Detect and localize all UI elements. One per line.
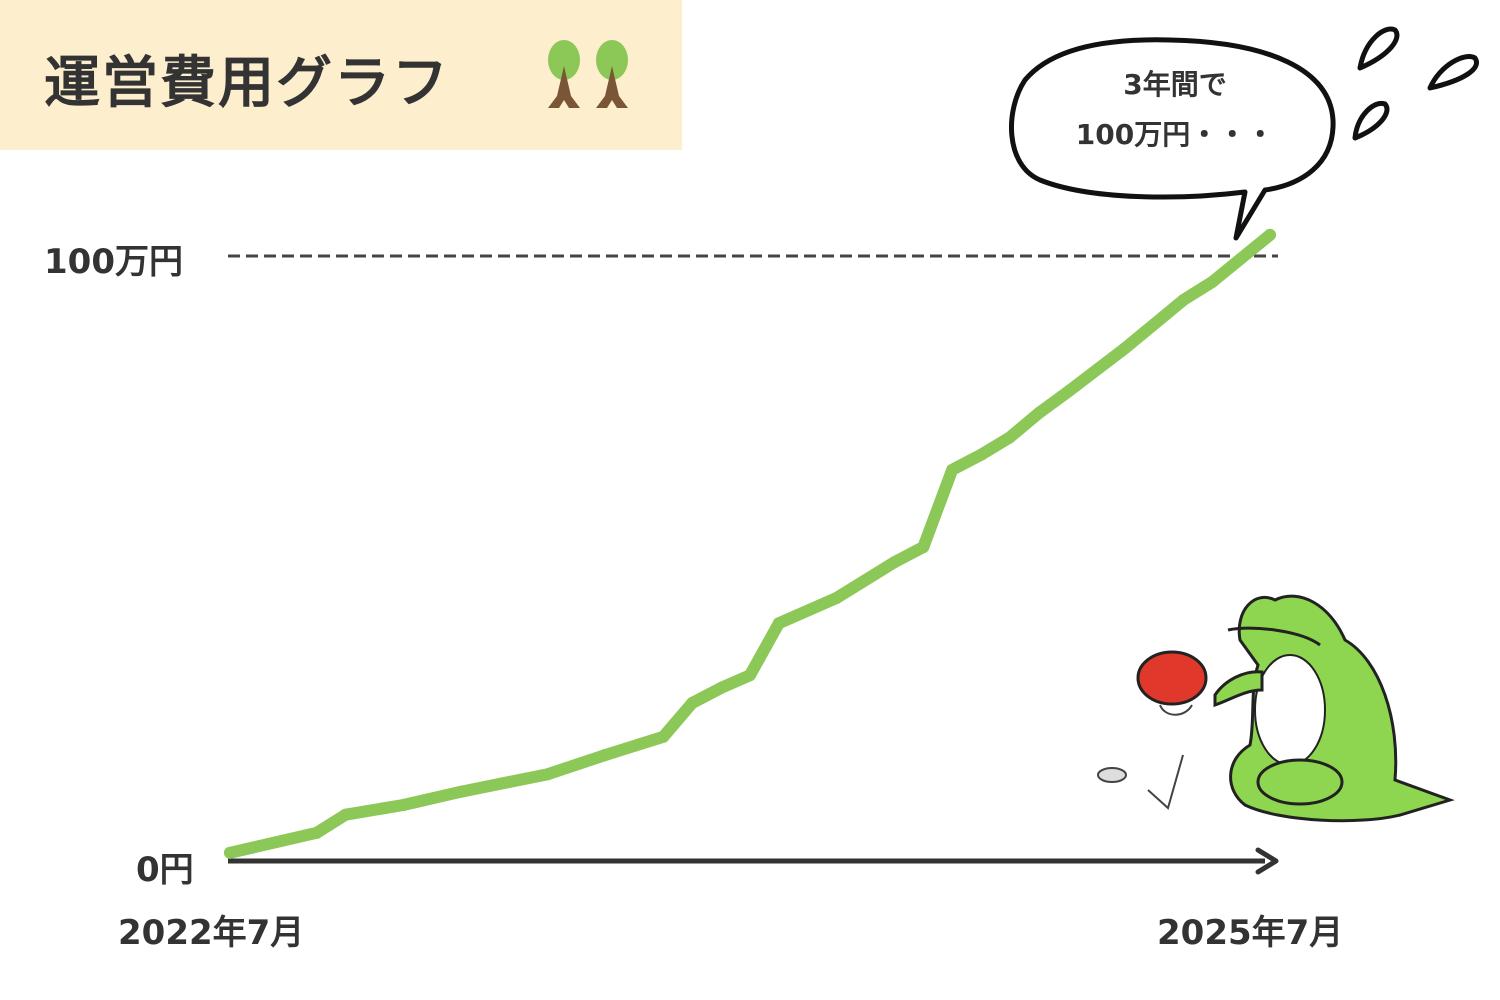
cost-series-line xyxy=(224,228,1276,859)
data-point-2024-02 xyxy=(772,617,785,630)
data-point-2024-09 xyxy=(975,448,988,461)
data-point-2023-03 xyxy=(455,785,468,798)
x-tick-label-end: 2025年7月 xyxy=(1157,913,1344,953)
data-point-2024-06 xyxy=(888,556,901,569)
data-point-2023-01 xyxy=(397,799,410,812)
data-point-2025-07 xyxy=(1264,228,1276,241)
x-tick-label-start: 2022年7月 xyxy=(118,913,305,953)
chart-title: 運営費用グラフ xyxy=(44,51,450,116)
data-point-2024-12 xyxy=(1061,385,1074,398)
data-point-2025-05 xyxy=(1206,275,1219,288)
sweat-drops-icon xyxy=(1352,26,1479,141)
data-point-2023-10 xyxy=(657,730,670,743)
bubble-line-1: 3年間で xyxy=(1123,68,1227,101)
data-point-2024-11 xyxy=(1032,407,1045,420)
data-point-2022-10 xyxy=(310,826,323,839)
data-point-2024-07 xyxy=(917,541,930,554)
speech-bubble-text: 3年間で 100万円・・・ xyxy=(1030,60,1320,160)
title-banner: 運営費用グラフ xyxy=(0,0,682,150)
data-point-2023-11 xyxy=(686,696,699,709)
data-point-2023-08 xyxy=(599,748,612,761)
data-point-2023-06 xyxy=(541,768,554,781)
data-point-2024-08 xyxy=(946,463,959,476)
x-axis-arrow xyxy=(1255,847,1279,875)
bubble-line-2: 100万円・・・ xyxy=(1075,118,1275,151)
y-tick-label-100: 100万円 xyxy=(44,242,183,282)
data-point-2024-10 xyxy=(1004,431,1016,444)
speech-bubble xyxy=(1009,37,1336,241)
frog-with-wallet-illustration xyxy=(1097,594,1455,823)
data-point-2024-04 xyxy=(830,591,843,604)
data-point-2025-04 xyxy=(1177,294,1190,307)
data-point-2022-07 xyxy=(224,846,236,859)
y-tick-label-0: 0円 xyxy=(136,850,194,890)
trees-icon xyxy=(548,40,628,108)
data-point-2024-01 xyxy=(744,669,756,682)
data-point-2025-02 xyxy=(1119,341,1132,354)
data-point-2022-11 xyxy=(339,808,352,821)
data-point-2023-12 xyxy=(715,681,728,694)
